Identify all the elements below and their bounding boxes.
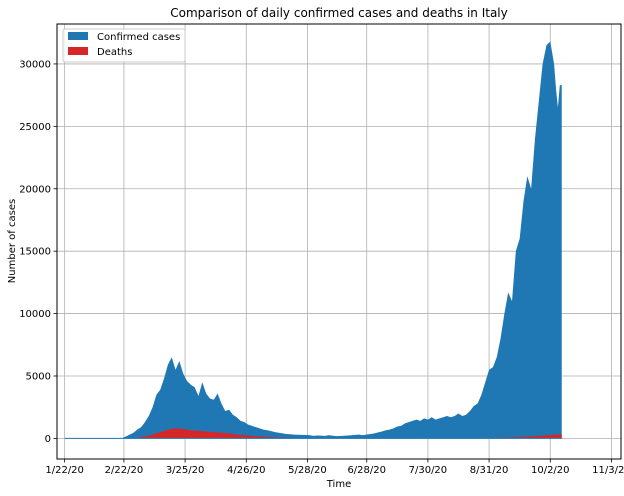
x-tick-label: 7/30/20 <box>409 465 448 476</box>
legend-swatch <box>68 47 88 55</box>
plot-frame <box>56 23 622 460</box>
x-tick-label: 11/3/20 <box>592 465 624 476</box>
legend-box <box>62 28 186 63</box>
y-tick-label: 15000 <box>19 247 51 258</box>
x-axis-label: Time <box>326 479 351 490</box>
x-tick-label: 2/22/20 <box>105 465 144 476</box>
deaths-area <box>64 428 562 439</box>
x-tick-label: 5/28/20 <box>288 465 327 476</box>
x-tick-label: 4/26/20 <box>227 465 266 476</box>
y-tick-label: 5000 <box>26 371 51 382</box>
x-tick-label: 3/25/20 <box>166 465 205 476</box>
y-tick-label: 30000 <box>19 59 51 70</box>
legend-swatch <box>68 32 88 40</box>
x-axis-ticks: 1/22/20 2/22/20 3/25/20 4/26/20 5/28/20 6/28/… <box>45 459 624 476</box>
legend-label: Confirmed cases <box>97 32 180 43</box>
confirmed-cases-area <box>64 41 562 439</box>
y-axis-label: Number of cases <box>7 199 18 283</box>
chart-title: Comparison of daily confirmed cases and … <box>170 6 508 20</box>
area-series-group <box>64 41 562 439</box>
x-tick-label: 10/2/20 <box>531 465 570 476</box>
x-tick-label: 1/22/20 <box>45 465 84 476</box>
x-tick-label: 8/31/20 <box>470 465 509 476</box>
legend: Confirmed cases Deaths <box>62 28 186 63</box>
x-tick-label: 6/28/20 <box>347 465 386 476</box>
y-tick-label: 10000 <box>19 309 51 320</box>
y-tick-label: 0 <box>45 434 51 445</box>
legend-label: Deaths <box>97 47 132 58</box>
y-axis-ticks: 0 5000 10000 15000 20000 25000 30000 <box>19 59 57 445</box>
y-tick-label: 20000 <box>19 184 51 195</box>
y-tick-label: 25000 <box>19 122 51 133</box>
